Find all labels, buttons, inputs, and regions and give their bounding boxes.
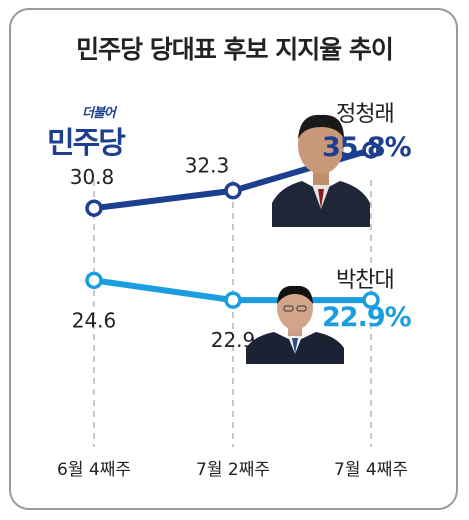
chart-title: 민주당 당대표 후보 지지율 추이 — [76, 35, 394, 64]
data-label: 30.8 — [70, 165, 115, 189]
series-2-point — [85, 271, 103, 290]
candidate-2-latest-value: 22.9% — [322, 302, 412, 333]
series-1-point — [85, 199, 103, 217]
x-tick-label: 6월 4째주 — [57, 460, 131, 480]
party-logo-big-text: 민주당 — [47, 126, 126, 161]
x-tick-label: 7월 2째주 — [196, 460, 270, 480]
candidate-1-name: 정청래 — [336, 102, 395, 127]
series-1-point — [362, 141, 380, 159]
x-tick-label: 7월 4째주 — [334, 460, 408, 480]
candidate-1-photo — [272, 105, 370, 227]
candidate-2-photo — [246, 282, 344, 364]
data-label: 24.6 — [72, 308, 117, 332]
party-logo: 더불어 민주당 — [47, 100, 147, 170]
series-2-point — [224, 291, 242, 309]
series-2-point — [362, 291, 380, 309]
candidate-1-latest-value: 35.8% — [322, 132, 412, 163]
party-logo-small-text: 더불어 — [82, 106, 116, 121]
candidate-2-name: 박찬대 — [336, 268, 395, 293]
data-label: 32.3 — [185, 154, 230, 178]
series-1-point — [224, 181, 242, 200]
